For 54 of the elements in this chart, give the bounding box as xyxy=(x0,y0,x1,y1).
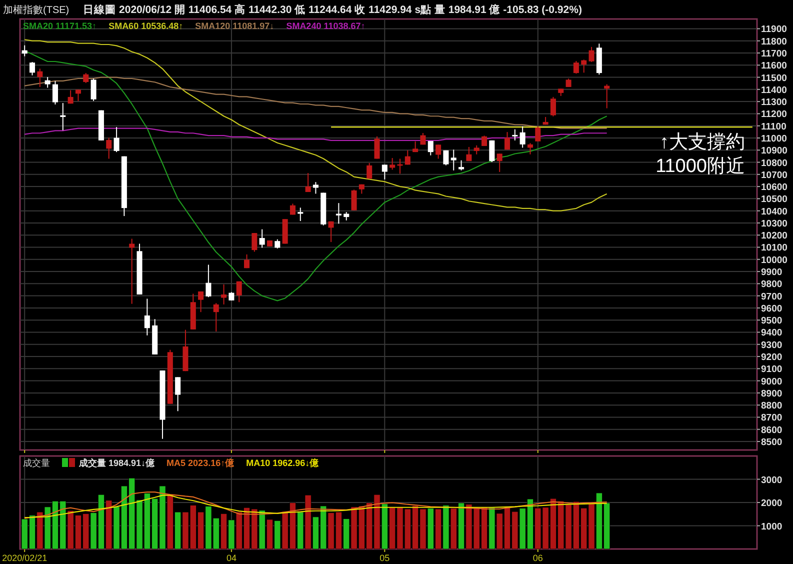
chart-subtitle: 日線圖 2020/06/12 開 11406.54 高 11442.30 低 11244.64 收 11429.94 s點 量 1984.91 億 -105.83 (-0.92%) xyxy=(83,3,582,16)
y-tick-label: 10100 xyxy=(761,242,788,254)
y-tick-label: 11000 xyxy=(761,133,787,144)
y-tick-label: 9900 xyxy=(761,267,782,278)
y-tick-label: 8600 xyxy=(761,424,782,436)
y-tick-label: 11600 xyxy=(761,60,787,72)
y-tick-label: 9100 xyxy=(761,364,782,376)
text: SMA240 11038.67↑ xyxy=(286,21,366,31)
text: SMA20 11171.53↑ xyxy=(23,21,97,31)
chart-title: 加權指數(TSE) xyxy=(3,4,70,16)
y-tick-label: 9200 xyxy=(761,352,782,364)
y-tick-label: 10800 xyxy=(761,158,788,169)
y-tick-label: 11100 xyxy=(761,121,786,132)
y-tick-label: 11300 xyxy=(761,97,787,108)
series-label: SMA60 10536.48↑ xyxy=(108,21,184,31)
y-tick-label: 3000 xyxy=(761,474,782,486)
y-tick-label: 8900 xyxy=(761,388,782,400)
y-tick-label: 9500 xyxy=(761,316,782,327)
y-tick-label: 11900 xyxy=(761,24,787,36)
y-tick-label: 11200 xyxy=(761,109,787,120)
chart-title: 成交量 xyxy=(23,458,50,468)
y-tick-label: 1000 xyxy=(761,521,782,532)
x-tick-label: 06 xyxy=(532,553,543,563)
y-tick-label: 9300 xyxy=(761,340,782,351)
annotation: ↑大支撐約 11000附近 xyxy=(656,132,745,177)
y-tick-label: 11700 xyxy=(761,48,787,60)
y-tick-label: 10700 xyxy=(761,170,788,181)
y-tick-label: 10900 xyxy=(761,146,788,157)
y-tick-label: 10000 xyxy=(761,254,788,266)
x-tick-label: 04 xyxy=(226,553,236,563)
y-tick-label: 10600 xyxy=(761,182,788,194)
y-tick-label: 11400 xyxy=(761,84,787,96)
text: MA5 2023.16↑億 xyxy=(166,458,236,468)
y-tick-label: 11800 xyxy=(761,36,787,48)
line-series xyxy=(24,39,608,212)
y-tick-label: 8500 xyxy=(761,437,782,448)
y-tick-label: 8700 xyxy=(761,412,782,424)
y-tick-label: 2000 xyxy=(761,498,782,509)
y-tick-label: 10300 xyxy=(761,218,788,230)
x-tick-label: 2020/02/21 xyxy=(2,553,48,563)
y-tick-label: 11500 xyxy=(761,72,787,84)
y-tick-label: 10200 xyxy=(761,230,788,242)
text: SMA120 11081.97↓ xyxy=(195,21,274,31)
y-tick-label: 9000 xyxy=(761,376,782,388)
y-tick-label: 10500 xyxy=(761,194,788,206)
text: MA10 1962.96↓億 xyxy=(246,458,320,468)
y-tick-label: 9800 xyxy=(761,279,782,290)
legend-label: 成交量 1984.91↓億 xyxy=(78,458,156,468)
y-tick-label: 10400 xyxy=(761,206,788,218)
x-tick-label: 05 xyxy=(380,553,390,563)
y-tick-label: 9400 xyxy=(761,328,782,339)
y-tick-label: 9700 xyxy=(761,291,782,302)
y-tick-label: 8800 xyxy=(761,400,782,412)
y-tick-label: 9600 xyxy=(761,303,782,314)
